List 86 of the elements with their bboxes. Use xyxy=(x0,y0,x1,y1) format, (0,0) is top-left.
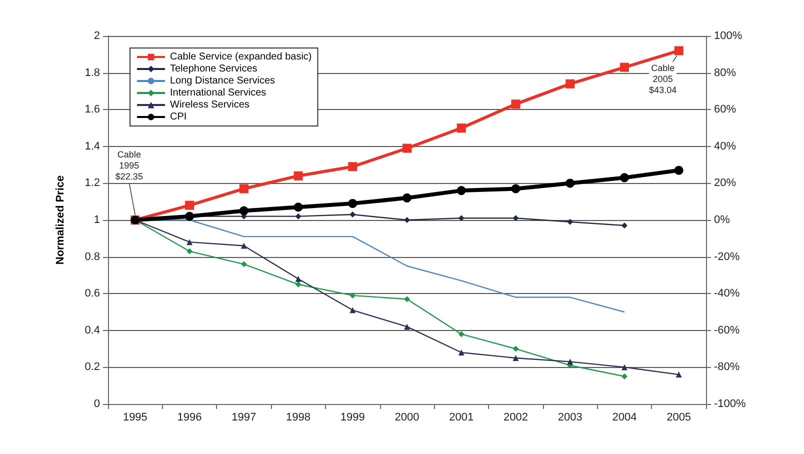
y2-tick-label: 100% xyxy=(714,30,742,42)
legend-label: Long Distance Services xyxy=(170,76,276,86)
x-tick-label: 2005 xyxy=(666,412,692,424)
point xyxy=(402,193,412,202)
x-tick-label: 1996 xyxy=(177,412,202,424)
point xyxy=(404,324,410,330)
point xyxy=(239,206,248,216)
y2-tick-label: -100% xyxy=(714,398,746,410)
point xyxy=(620,173,629,182)
x-tick-label: 1998 xyxy=(286,412,311,424)
y2-tick-label: -80% xyxy=(714,361,740,374)
point xyxy=(404,217,410,223)
point xyxy=(240,261,247,268)
legend-label: CPI xyxy=(170,112,187,122)
y2-tick-label: -20% xyxy=(714,250,740,263)
y2-tick-label: 40% xyxy=(714,140,736,152)
y-tick-label: 0.6 xyxy=(84,288,100,300)
legend-label: Telephone Services xyxy=(170,64,258,74)
y2-tick-label: 20% xyxy=(714,177,736,190)
y-tick-label: 1.8 xyxy=(84,66,100,79)
point xyxy=(621,222,628,229)
y2-tick-label: 60% xyxy=(714,104,736,116)
x-tick-label: 1997 xyxy=(232,412,256,424)
legend-label: Cable Service (expanded basic) xyxy=(170,52,312,62)
point xyxy=(511,184,520,194)
point xyxy=(620,62,629,72)
point xyxy=(458,215,464,222)
y2-tick-label: -60% xyxy=(714,324,740,336)
x-tick-label: 2003 xyxy=(558,412,582,424)
point xyxy=(511,100,520,109)
point xyxy=(186,239,193,246)
y-tick-label: 0.4 xyxy=(84,324,100,336)
point xyxy=(674,46,684,56)
point xyxy=(350,211,356,218)
y-tick-label: 1 xyxy=(94,214,100,226)
point xyxy=(456,124,466,132)
point xyxy=(676,372,682,378)
point xyxy=(404,296,410,302)
point xyxy=(621,364,628,370)
y2-tick-label: 80% xyxy=(714,66,736,79)
x-tick-label: 2004 xyxy=(612,412,637,424)
legend-label: Wireless Services xyxy=(170,100,250,110)
x-tick-label: 1999 xyxy=(340,412,365,424)
point xyxy=(512,355,519,361)
point xyxy=(458,349,464,356)
y-tick-label: 1.2 xyxy=(84,177,100,190)
y-axis-title: Normalized Price xyxy=(54,175,66,265)
point xyxy=(295,213,302,220)
y-tick-label: 0.8 xyxy=(84,250,100,263)
y2-tick-label: 0% xyxy=(714,214,730,226)
point xyxy=(185,200,194,210)
y-tick-label: 1.4 xyxy=(84,140,100,152)
y-tick-label: 1.6 xyxy=(84,104,100,116)
point xyxy=(350,292,356,298)
point xyxy=(402,144,412,153)
point xyxy=(295,281,302,288)
annotation: Cable 2005 $43.04 xyxy=(649,63,677,96)
point xyxy=(186,248,193,254)
x-tick-label: 2001 xyxy=(449,412,474,424)
y-tick-label: 0.2 xyxy=(84,361,100,374)
point xyxy=(240,242,247,249)
point xyxy=(566,178,575,188)
x-tick-label: 1995 xyxy=(122,412,148,424)
point xyxy=(456,186,466,196)
y2-tick-label: -40% xyxy=(714,288,740,300)
point xyxy=(348,162,358,172)
y-tick-label: 0 xyxy=(94,398,100,410)
point xyxy=(458,331,464,338)
y-tick-label: 2 xyxy=(94,30,100,42)
point xyxy=(512,346,519,352)
point xyxy=(512,215,519,222)
point xyxy=(567,218,574,225)
point xyxy=(239,184,248,194)
point xyxy=(294,202,303,212)
point xyxy=(567,358,574,365)
legend-label: International Services xyxy=(170,88,266,98)
annotation: Cable 1995 $22.35 xyxy=(115,150,143,182)
point xyxy=(348,198,358,208)
point xyxy=(295,276,302,282)
x-tick-label: 2000 xyxy=(394,412,420,424)
point xyxy=(621,373,628,380)
point xyxy=(674,166,684,175)
point xyxy=(294,171,303,180)
point xyxy=(350,307,356,314)
point xyxy=(566,79,575,88)
x-tick-label: 2002 xyxy=(503,412,528,424)
